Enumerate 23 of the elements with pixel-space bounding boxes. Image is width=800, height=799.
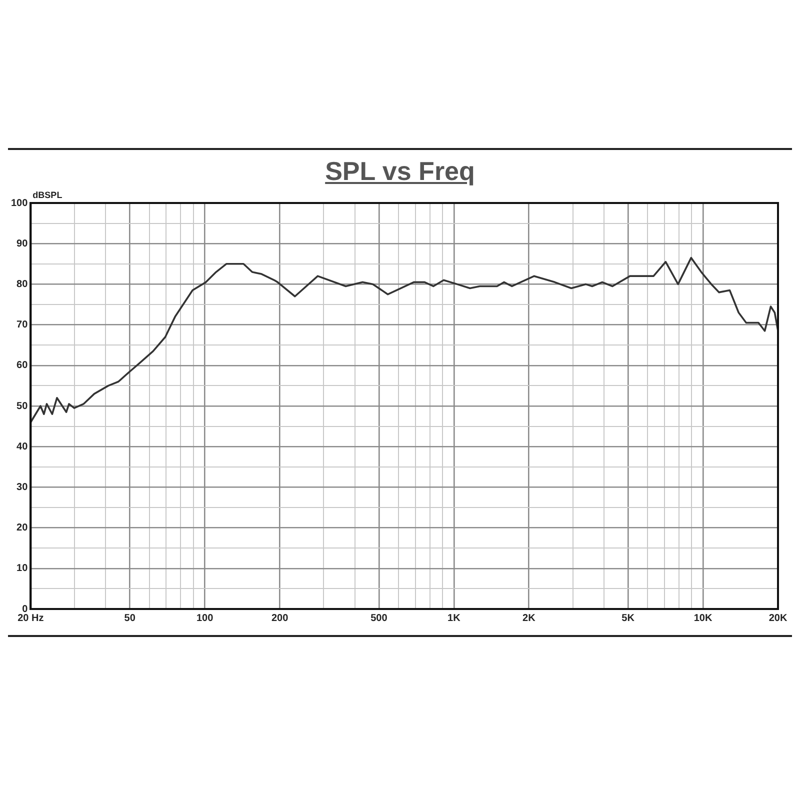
x-tick-label: 100	[196, 612, 214, 624]
y-tick-label: 100	[10, 198, 28, 209]
x-tick-label: 1K	[448, 612, 462, 624]
x-tick-label: 2K	[522, 612, 536, 624]
x-tick-label: 500	[370, 612, 388, 624]
y-tick-label: 50	[16, 400, 28, 412]
y-tick-label: 10	[16, 563, 28, 574]
y-tick-label: 80	[16, 278, 28, 290]
y-tick-label: 70	[16, 320, 28, 331]
x-tick-label: 20K	[768, 612, 788, 624]
x-tick-label: 5K	[622, 612, 636, 624]
x-tick-label: 50	[124, 612, 136, 624]
x-tick-label: 10K	[694, 612, 713, 624]
y-tick-label: 90	[16, 238, 28, 250]
x-tick-label: 20 Hz	[18, 612, 44, 624]
y-tick-label: 60	[16, 360, 28, 372]
y-tick-label: 40	[16, 441, 28, 452]
chart-title: SPL vs Freq	[324, 156, 476, 187]
x-tick-label: 200	[271, 612, 289, 624]
y-tick-label: 20	[16, 522, 28, 534]
y-axis-title: dBSPL	[32, 190, 63, 200]
y-tick-label: 0	[22, 604, 28, 615]
y-tick-label: 30	[16, 482, 28, 493]
